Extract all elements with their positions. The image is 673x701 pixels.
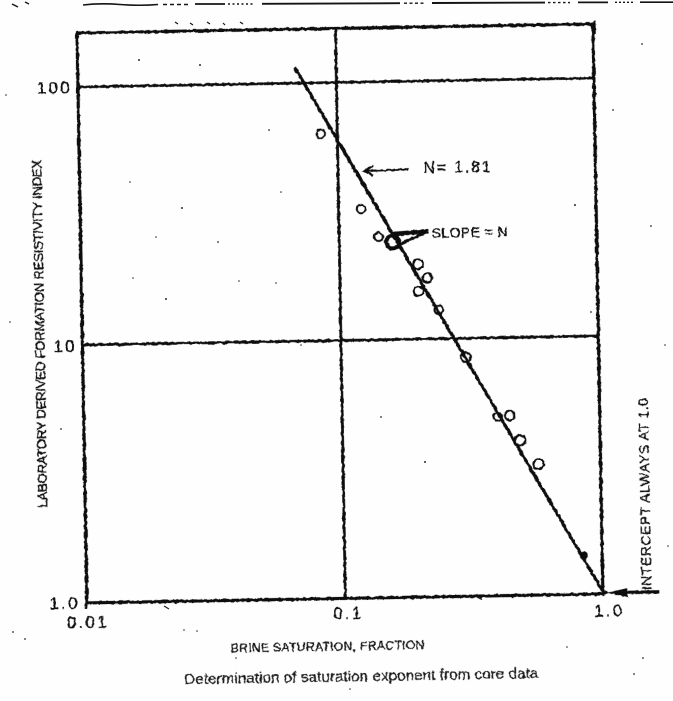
svg-text:1.0: 1.0: [594, 601, 625, 621]
svg-text:0.01: 0.01: [67, 612, 109, 632]
svg-text:100: 100: [37, 78, 72, 98]
svg-text:0.1: 0.1: [333, 604, 364, 624]
svg-text:BRINE SATURATION, FRACTION: BRINE SATURATION, FRACTION: [231, 638, 425, 655]
svg-text:LABORATORY DERIVED FORMATION R: LABORATORY DERIVED FORMATION RESISTIVITY…: [29, 159, 50, 507]
svg-text:Determination of saturation ex: Determination of saturation exponent fro…: [184, 665, 539, 688]
svg-text:SLOPE = N: SLOPE = N: [431, 225, 508, 242]
svg-text:N= 1.81: N= 1.81: [423, 159, 492, 177]
svg-text:INTERCEPT ALWAYS AT 1.0: INTERCEPT ALWAYS AT 1.0: [635, 398, 654, 591]
svg-text:1.0: 1.0: [49, 594, 80, 614]
svg-text:10: 10: [53, 337, 77, 356]
